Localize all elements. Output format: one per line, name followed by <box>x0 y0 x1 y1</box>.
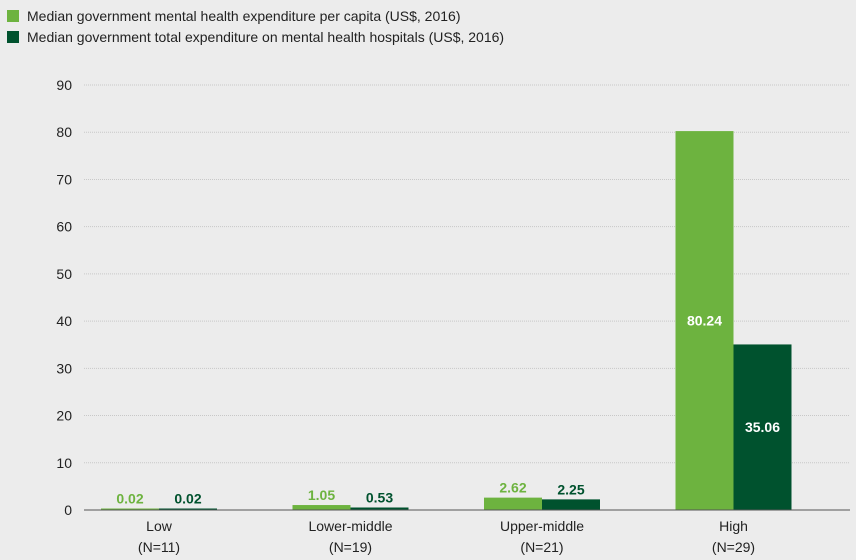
data-label-2-0: 0.02 <box>174 491 201 507</box>
legend-swatch-series-1 <box>7 9 19 22</box>
data-label-1-2: 2.62 <box>499 480 526 496</box>
x-category-sublabel-0: (N=11) <box>138 539 180 555</box>
x-category-sublabel-1: (N=19) <box>329 539 372 555</box>
x-category-label-1: Lower-middle <box>308 518 392 534</box>
legend-item-series-2: Median government total expenditure on m… <box>7 26 504 47</box>
x-category-sublabel-2: (N=21) <box>520 539 563 555</box>
y-tick-label-20: 20 <box>56 408 72 424</box>
data-label-2-1: 0.53 <box>366 489 393 505</box>
bar-1-3 <box>675 131 734 511</box>
legend: Median government mental health expendit… <box>7 5 504 47</box>
bar-2-2 <box>542 499 600 510</box>
data-label-2-3: 35.06 <box>745 419 780 435</box>
y-tick-label-50: 50 <box>56 266 72 282</box>
legend-label-series-1: Median government mental health expendit… <box>27 7 461 24</box>
x-category-label-0: Low <box>146 518 173 534</box>
bar-1-0 <box>101 508 159 510</box>
bar-2-0 <box>159 508 217 510</box>
bar-1-2 <box>484 497 542 510</box>
bar-2-1 <box>350 507 409 510</box>
y-tick-label-70: 70 <box>56 171 72 187</box>
bar-2-3 <box>733 344 792 510</box>
x-category-sublabel-3: (N=29) <box>712 539 755 555</box>
y-tick-label-60: 60 <box>56 219 72 235</box>
y-tick-label-10: 10 <box>56 455 72 471</box>
data-label-1-1: 1.05 <box>308 487 335 503</box>
data-label-2-2: 2.25 <box>557 481 584 497</box>
bar-1-1 <box>292 505 351 510</box>
y-tick-label-90: 90 <box>56 77 72 93</box>
data-label-1-0: 0.02 <box>116 491 143 507</box>
x-category-label-2: Upper-middle <box>500 518 584 534</box>
y-tick-label-30: 30 <box>56 360 72 376</box>
x-category-label-3: High <box>719 518 748 534</box>
y-tick-label-80: 80 <box>56 124 72 140</box>
legend-item-series-1: Median government mental health expendit… <box>7 5 504 26</box>
y-tick-label-40: 40 <box>56 313 72 329</box>
legend-label-series-2: Median government total expenditure on m… <box>27 28 505 45</box>
data-label-1-3: 80.24 <box>687 313 722 329</box>
legend-swatch-series-2 <box>7 30 19 43</box>
y-tick-label-0: 0 <box>64 502 72 518</box>
